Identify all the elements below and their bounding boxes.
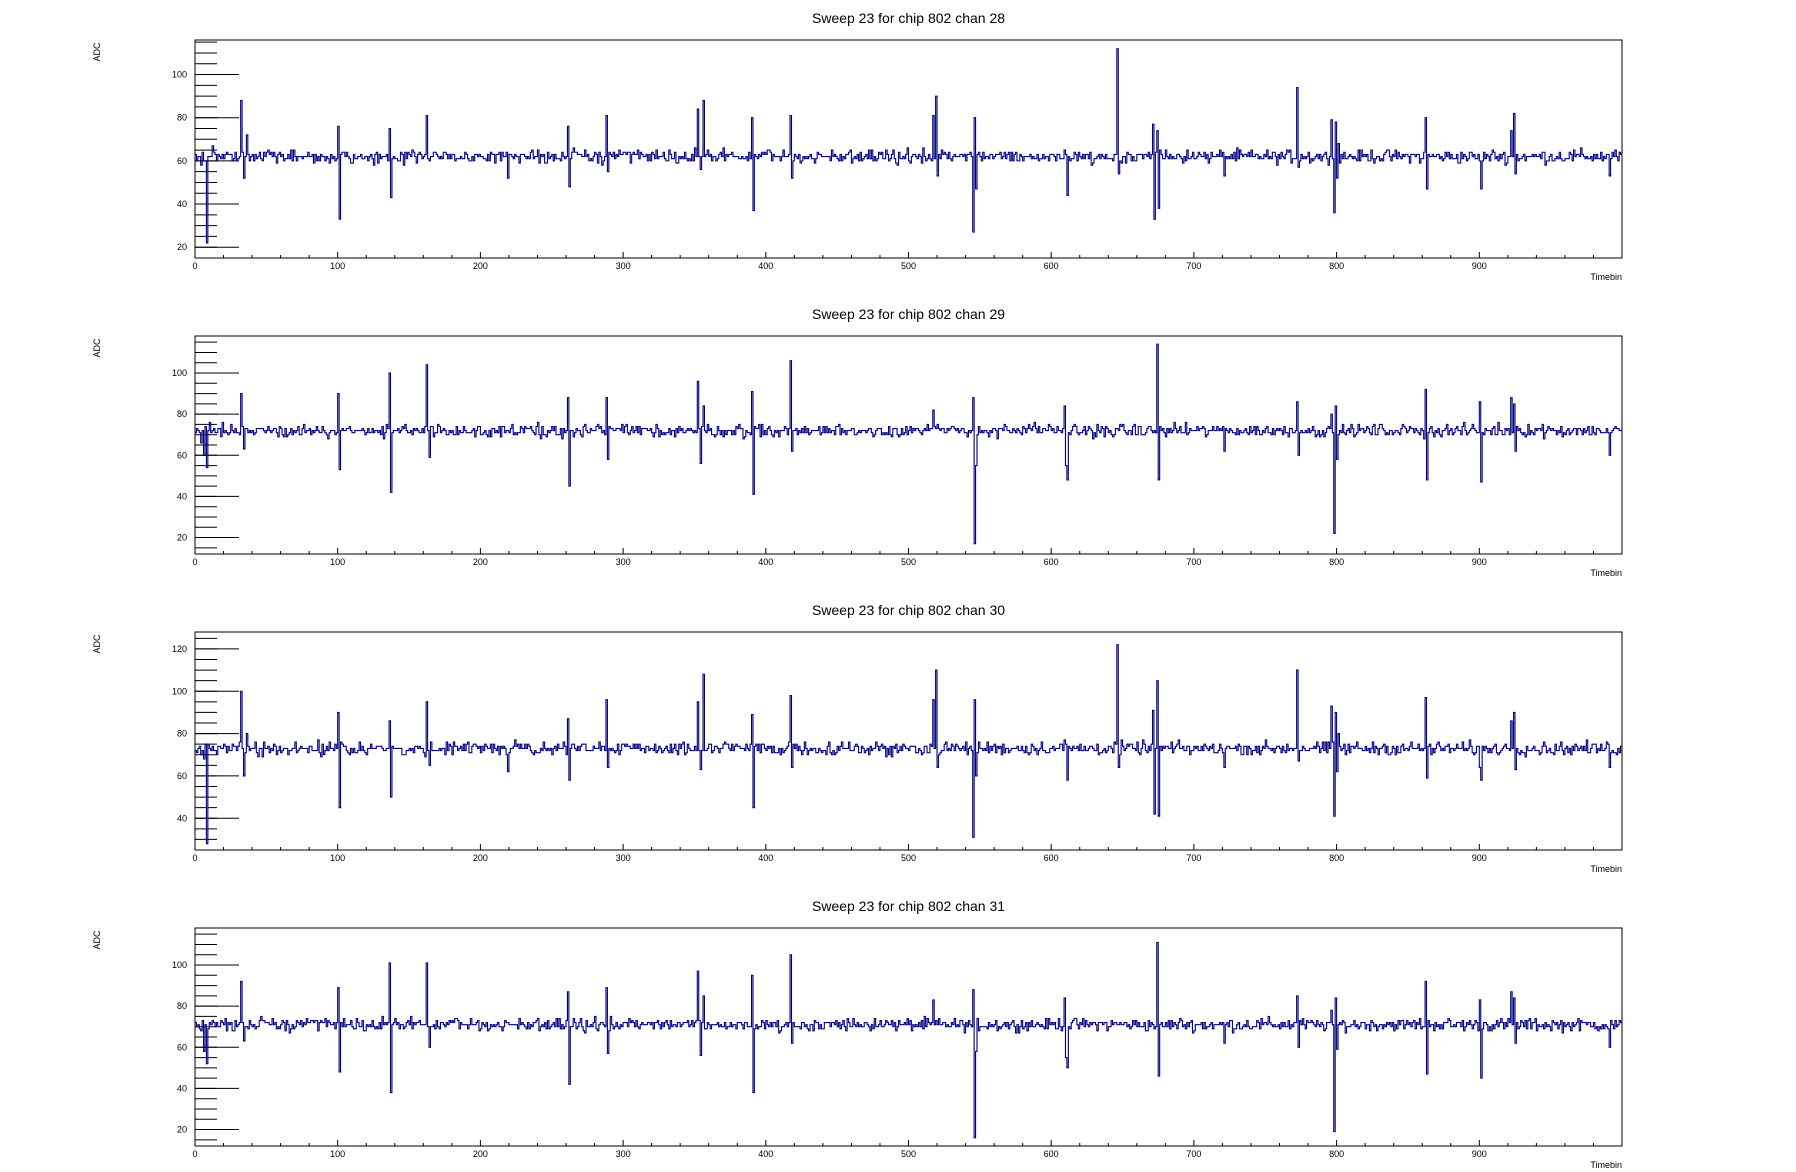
chart-title: Sweep 23 for chip 802 chan 30 <box>812 602 1005 618</box>
y-tick-label: 100 <box>172 960 187 970</box>
x-axis-label: Timebin <box>1590 1160 1622 1170</box>
x-tick-label: 400 <box>758 853 773 863</box>
chart-title: Sweep 23 for chip 802 chan 31 <box>812 898 1005 914</box>
x-tick-label: 300 <box>616 557 631 567</box>
y-tick-label: 20 <box>177 533 187 543</box>
chart-panel-2: Sweep 23 for chip 802 chan 30 ADC Timebin 4… <box>92 602 1623 874</box>
x-tick-label: 300 <box>616 853 631 863</box>
y-tick-label: 120 <box>172 644 187 654</box>
y-tick-label: 60 <box>177 771 187 781</box>
adc-trace <box>195 48 1622 244</box>
x-tick-label: 600 <box>1044 557 1059 567</box>
x-axis-label: Timebin <box>1590 272 1622 282</box>
x-tick-label: 0 <box>192 853 197 863</box>
x-tick-label: 900 <box>1472 853 1487 863</box>
x-tick-label: 900 <box>1472 261 1487 271</box>
x-tick-label: 900 <box>1472 557 1487 567</box>
x-tick-label: 0 <box>192 557 197 567</box>
chart-title: Sweep 23 for chip 802 chan 28 <box>812 10 1005 26</box>
x-tick-label: 700 <box>1186 557 1201 567</box>
chart-panel-1: Sweep 23 for chip 802 chan 29 ADC Timebin 2… <box>92 306 1623 578</box>
y-axis-label: ADC <box>92 338 102 358</box>
y-axis-label: ADC <box>92 42 102 62</box>
x-tick-label: 600 <box>1044 853 1059 863</box>
y-tick-label: 20 <box>177 1125 187 1135</box>
adc-trace <box>195 941 1622 1139</box>
adc-trace <box>195 644 1622 845</box>
y-tick-label: 60 <box>177 450 187 460</box>
plot-frame <box>194 335 1623 555</box>
x-tick-label: 300 <box>616 261 631 271</box>
y-tick-label: 40 <box>177 1083 187 1093</box>
x-tick-label: 800 <box>1329 853 1344 863</box>
x-tick-label: 600 <box>1044 1149 1059 1159</box>
y-tick-label: 80 <box>177 409 187 419</box>
y-tick-label: 20 <box>177 242 187 252</box>
y-tick-label: 60 <box>177 1042 187 1052</box>
y-tick-label: 100 <box>172 686 187 696</box>
x-tick-label: 200 <box>473 261 488 271</box>
y-axis-label: ADC <box>92 930 102 950</box>
x-axis-label: Timebin <box>1590 568 1622 578</box>
x-tick-label: 100 <box>330 1149 345 1159</box>
y-tick-label: 40 <box>177 813 187 823</box>
x-tick-label: 0 <box>192 261 197 271</box>
x-tick-label: 500 <box>901 853 916 863</box>
x-tick-label: 500 <box>901 261 916 271</box>
y-tick-label: 100 <box>172 70 187 80</box>
x-tick-label: 700 <box>1186 261 1201 271</box>
x-tick-label: 300 <box>616 1149 631 1159</box>
y-tick-label: 80 <box>177 1001 187 1011</box>
x-tick-label: 0 <box>192 1149 197 1159</box>
x-tick-label: 800 <box>1329 261 1344 271</box>
x-tick-label: 900 <box>1472 1149 1487 1159</box>
y-tick-label: 80 <box>177 729 187 739</box>
adc-trace <box>195 343 1622 545</box>
x-tick-label: 200 <box>473 1149 488 1159</box>
y-tick-label: 100 <box>172 368 187 378</box>
x-tick-label: 400 <box>758 261 773 271</box>
y-axis-label: ADC <box>92 634 102 654</box>
x-tick-label: 800 <box>1329 1149 1344 1159</box>
x-tick-label: 500 <box>901 557 916 567</box>
y-tick-label: 40 <box>177 199 187 209</box>
x-tick-label: 400 <box>758 557 773 567</box>
x-tick-label: 200 <box>473 557 488 567</box>
x-axis-label: Timebin <box>1590 864 1622 874</box>
y-tick-label: 80 <box>177 113 187 123</box>
y-tick-label: 40 <box>177 491 187 501</box>
x-tick-label: 700 <box>1186 853 1201 863</box>
x-tick-label: 500 <box>901 1149 916 1159</box>
chart-title: Sweep 23 for chip 802 chan 29 <box>812 306 1005 322</box>
chart-panel-0: Sweep 23 for chip 802 chan 28 ADC Timebin 2… <box>92 10 1623 282</box>
plot-frame <box>194 631 1623 851</box>
x-tick-label: 400 <box>758 1149 773 1159</box>
x-tick-label: 100 <box>330 261 345 271</box>
chart-panel-3: Sweep 23 for chip 802 chan 31 ADC Timebin 2… <box>92 898 1623 1170</box>
y-tick-label: 60 <box>177 156 187 166</box>
x-tick-label: 200 <box>473 853 488 863</box>
x-tick-label: 700 <box>1186 1149 1201 1159</box>
x-tick-label: 600 <box>1044 261 1059 271</box>
x-tick-label: 100 <box>330 557 345 567</box>
plot-frame <box>194 927 1623 1147</box>
x-tick-label: 800 <box>1329 557 1344 567</box>
x-tick-label: 100 <box>330 853 345 863</box>
